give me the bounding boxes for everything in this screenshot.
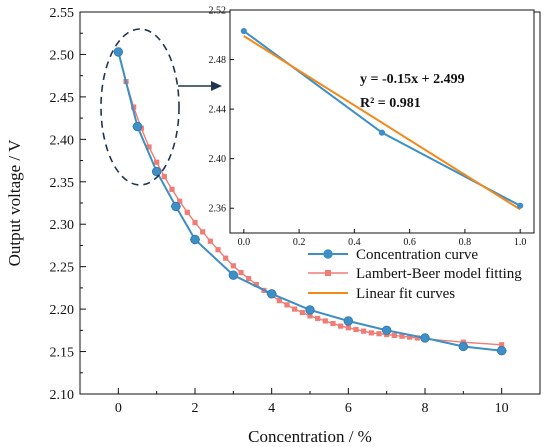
concentration-point: [420, 333, 430, 343]
lambert-beer-point: [169, 186, 175, 193]
lambert-beer-point: [361, 328, 367, 334]
lambert-beer-point: [315, 315, 321, 322]
x-tick-label: 4: [268, 401, 275, 416]
lambert-beer-point: [284, 302, 290, 308]
lambert-beer-point: [230, 263, 236, 269]
legend-label-concentration: Concentration curve: [356, 247, 478, 263]
zoom-region-ellipse: [100, 28, 180, 186]
lambert-beer-point: [414, 335, 420, 341]
y-tick-label: 2.25: [50, 261, 75, 276]
main-axis-ticks: 0 2 4 6 8 10 2.10 2.15 2.20 2.25 2.30 2.35 2.40 2.45 2…: [50, 6, 509, 416]
lambert-beer-point: [499, 342, 505, 348]
concentration-point: [190, 234, 200, 245]
y-tick-label: 2.10: [50, 388, 75, 403]
x-tick-label: 6: [345, 401, 352, 416]
inset-y-tick-label: 2.44: [209, 105, 227, 116]
concentration-point: [343, 316, 354, 326]
y-tick-label: 2.30: [50, 218, 75, 233]
inset-frame: [229, 9, 535, 234]
inset-concentration-point: [240, 27, 247, 35]
lambert-beer-point: [131, 104, 137, 110]
inset-x-tick-label: 0.8: [459, 237, 472, 248]
x-tick-label: 0: [115, 401, 122, 416]
x-axis-title: Concentration / %: [248, 427, 372, 446]
inset-y-tick-label: 2.52: [209, 6, 227, 17]
concentration-point: [305, 305, 315, 315]
inset-x-tick-label: 0.0: [238, 237, 251, 248]
concentration-point: [266, 289, 277, 299]
inset-x-tick-label: 0.2: [293, 237, 306, 248]
concentration-point: [113, 47, 124, 57]
inset-r-squared: R² = 0.981: [360, 96, 421, 111]
inset-axis-ticks: 0.0 0.2 0.4 0.6 0.8 1.0 2.36 2.40 2.44 2.48 2.52: [209, 6, 527, 249]
main-series: [113, 47, 507, 356]
y-tick-label: 2.40: [50, 133, 75, 148]
lambert-beer-point: [177, 198, 183, 204]
lambert-beer-point: [246, 275, 252, 282]
x-tick-label: 2: [192, 401, 199, 416]
concentration-point: [171, 201, 181, 212]
lambert-beer-point: [184, 209, 190, 215]
concentration-point: [381, 325, 392, 336]
legend-label-lambert-beer: Lambert-Beer model fitting: [356, 266, 522, 282]
legend-marker-concentration: [323, 249, 333, 259]
lambert-beer-point: [407, 334, 413, 340]
lambert-beer-point: [330, 320, 336, 327]
legend-label-linear-fit: Linear fit curves: [356, 286, 455, 302]
lambert-beer-point: [376, 331, 382, 337]
lambert-beer-point: [338, 323, 344, 329]
y-tick-label: 2.35: [50, 176, 75, 191]
concentration-point: [151, 166, 162, 177]
lambert-beer-point: [215, 247, 221, 253]
legend-marker-lambert-beer: [325, 270, 331, 276]
concentration-point: [132, 121, 143, 132]
lambert-beer-point: [399, 333, 405, 339]
lambert-beer-point: [207, 238, 213, 244]
y-axis-title: Output voltage / V: [5, 139, 24, 266]
y-tick-label: 2.15: [50, 346, 75, 361]
inset-y-tick-label: 2.40: [209, 154, 227, 165]
legend: Concentration curve Lambert-Beer model f…: [308, 247, 522, 302]
concentration-point: [458, 341, 469, 352]
zoom-arrow-head: [211, 81, 222, 91]
inset-series: [240, 27, 524, 211]
lambert-beer-point: [307, 313, 313, 319]
lambert-beer-point: [238, 270, 244, 276]
lambert-beer-point: [299, 309, 305, 316]
y-tick-label: 2.20: [50, 303, 75, 318]
inset-concentration-point: [517, 202, 524, 209]
inset-linear-fit-line: [243, 35, 521, 211]
lambert-beer-point: [223, 255, 229, 261]
concentration-point: [496, 346, 507, 356]
x-tick-label: 8: [422, 401, 429, 416]
inset-equation: y = -0.15x + 2.499: [360, 72, 465, 87]
y-tick-label: 2.50: [50, 48, 75, 63]
inset-x-tick-label: 1.0: [514, 237, 527, 248]
inset-y-tick-label: 2.36: [209, 204, 227, 215]
lambert-beer-point: [161, 174, 167, 180]
lambert-beer-point: [292, 306, 298, 312]
x-tick-label: 10: [495, 401, 509, 416]
lambert-beer-point: [253, 281, 259, 288]
lambert-beer-point: [345, 325, 351, 331]
lambert-beer-point: [322, 318, 328, 324]
lambert-beer-point: [192, 219, 198, 226]
y-tick-label: 2.55: [50, 6, 75, 21]
lambert-beer-point: [154, 159, 160, 165]
lambert-beer-point: [391, 332, 397, 339]
lambert-beer-point: [276, 298, 282, 304]
lambert-beer-point: [368, 330, 374, 336]
inset-concentration-point: [378, 129, 386, 136]
lambert-beer-point: [353, 326, 359, 333]
inset-x-tick-label: 0.6: [403, 237, 416, 248]
concentration-point: [228, 270, 239, 280]
lambert-beer-point: [146, 144, 152, 150]
lambert-beer-point: [200, 229, 206, 235]
inset-y-tick-label: 2.48: [209, 55, 227, 66]
inset-x-tick-label: 0.4: [348, 237, 361, 248]
y-tick-label: 2.45: [50, 91, 75, 106]
